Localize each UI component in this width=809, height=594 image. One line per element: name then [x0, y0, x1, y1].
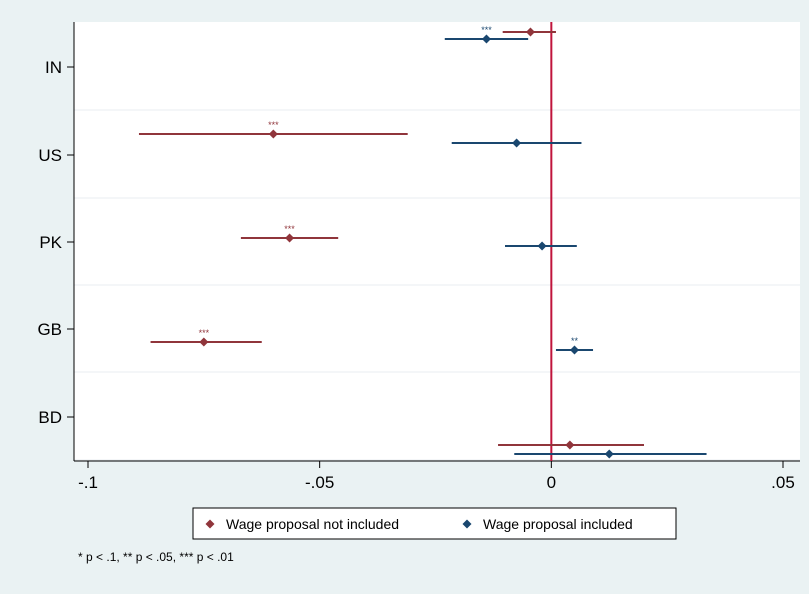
estimate-marker-0-bd: [565, 440, 575, 450]
legend: Wage proposal not included Wage proposal …: [192, 507, 677, 540]
estimate-marker-1-in: [481, 34, 491, 44]
sig-label-0-us: ***: [268, 120, 279, 130]
significance-note: * p < .1, ** p < .05, *** p < .01: [78, 550, 234, 564]
legend-box: [192, 507, 677, 540]
x-tick-label-1: -.05: [305, 473, 334, 492]
x-tick-label-0: -.1: [78, 473, 98, 492]
sig-label-1-gb: **: [571, 336, 579, 346]
series-1: *****: [444, 25, 707, 459]
legend-label-0: Wage proposal not included: [226, 516, 399, 532]
estimate-marker-1-us: [512, 138, 522, 148]
legend-label-1: Wage proposal included: [483, 516, 633, 532]
legend-marker-0: [205, 519, 215, 529]
sig-label-0-gb: ***: [199, 328, 210, 338]
series-0: *** *** ***: [138, 27, 644, 450]
sig-label-1-in: ***: [481, 25, 492, 35]
y-tick-label-in: IN: [45, 58, 62, 77]
series-group: **************: [138, 25, 707, 459]
estimate-marker-1-gb: [570, 345, 579, 355]
y-tick-label-gb: GB: [37, 320, 62, 339]
estimate-marker-0-in: [525, 27, 535, 37]
y-tick-label-bd: BD: [38, 408, 62, 427]
sig-label-0-pk: ***: [284, 224, 295, 234]
x-tick-label-3: .05: [771, 473, 795, 492]
gridlines: [74, 109, 800, 461]
estimate-marker-1-bd: [604, 449, 614, 459]
legend-marker-1: [462, 519, 472, 529]
axes: IN US PK GB BD -.1 -.05 0 .05: [37, 22, 800, 492]
y-tick-label-pk: PK: [39, 233, 62, 252]
x-tick-label-2: 0: [547, 473, 556, 492]
y-tick-label-us: US: [38, 146, 62, 165]
estimate-marker-0-gb: [199, 337, 209, 347]
estimate-marker-1-pk: [537, 241, 547, 251]
estimate-marker-0-pk: [285, 233, 295, 243]
estimate-marker-0-us: [268, 129, 278, 139]
plot-area: [74, 22, 800, 461]
